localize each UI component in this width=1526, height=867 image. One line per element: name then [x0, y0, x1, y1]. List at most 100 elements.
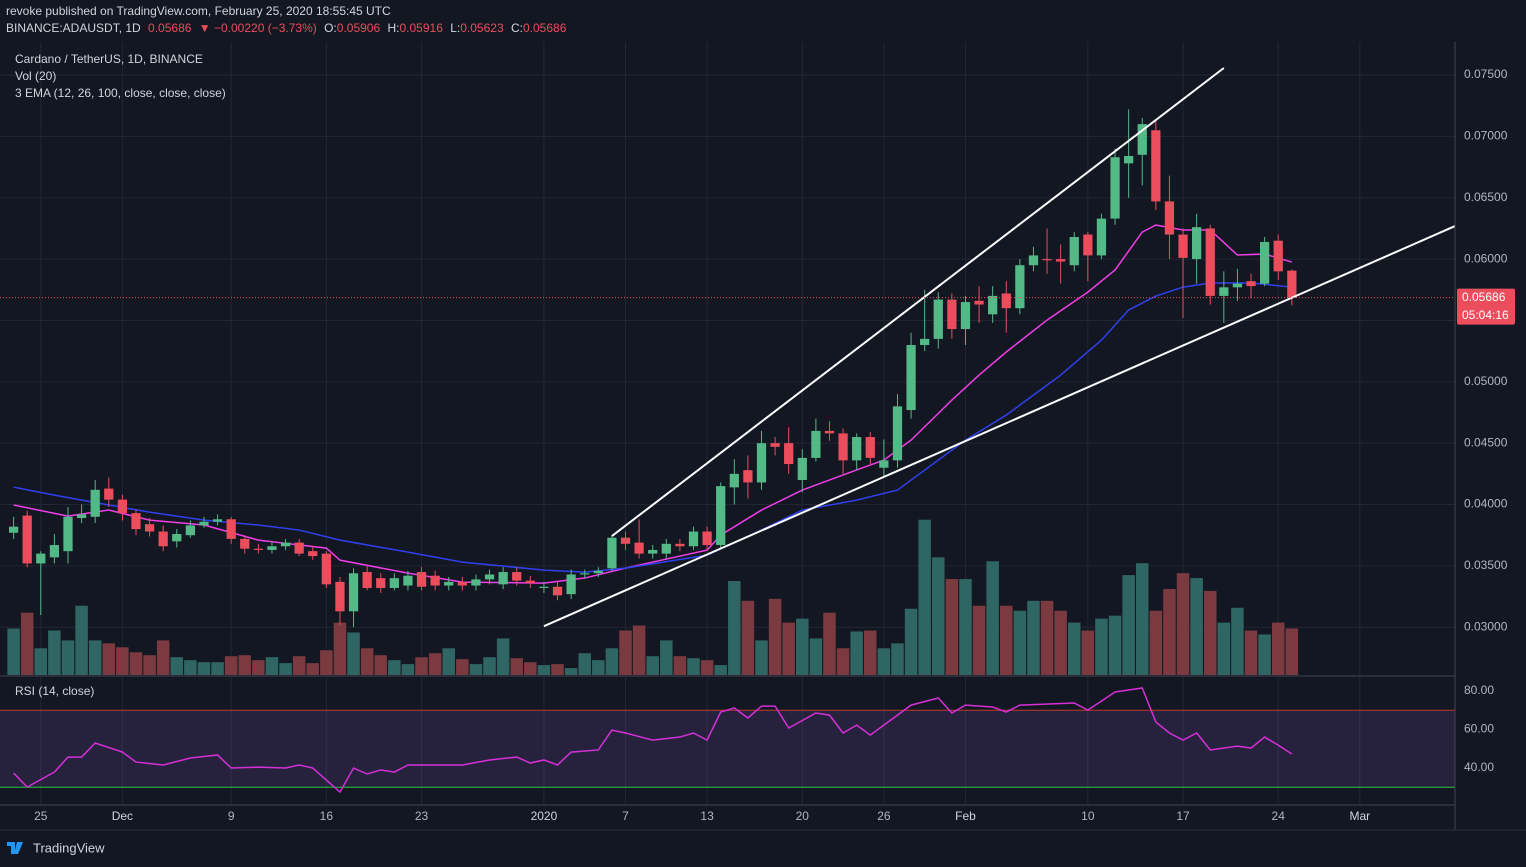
candle-body: [512, 572, 522, 581]
last-price-label: 0.05686: [1462, 290, 1506, 304]
candle-body: [1056, 259, 1066, 262]
candle-body: [348, 573, 359, 612]
candle-body: [1287, 270, 1297, 298]
candle-body: [253, 548, 263, 550]
candle-body: [947, 299, 957, 330]
candle-body: [212, 519, 223, 522]
volume-bar: [306, 663, 320, 675]
candle-body: [1151, 130, 1161, 202]
candle-body: [1083, 234, 1093, 256]
candle-body: [1260, 241, 1270, 284]
volume-bar: [197, 662, 211, 675]
volume-bar: [918, 519, 931, 675]
volume-bar: [796, 618, 809, 675]
candle-body: [76, 514, 87, 519]
candle-body: [1164, 201, 1175, 235]
ohlc-value: 0.05906: [337, 21, 381, 35]
candle-body: [131, 513, 141, 530]
volume-bar: [496, 638, 510, 675]
volume-bar: [619, 630, 632, 675]
x-tick-label: 17: [1176, 809, 1190, 823]
plot: [0, 67, 1456, 794]
x-tick-label: 25: [34, 809, 48, 823]
x-tick-label: 9: [228, 809, 235, 823]
volume-bar: [1285, 628, 1299, 675]
volume-bar: [904, 608, 918, 675]
volume-bar: [551, 664, 564, 675]
candle-body: [852, 437, 862, 461]
volume-bar: [564, 668, 578, 675]
candle-body: [1205, 228, 1215, 296]
candle-body: [593, 570, 603, 574]
candle-body: [865, 437, 875, 458]
volume-bar: [48, 630, 61, 675]
candle-body: [267, 546, 277, 550]
candle-body: [1273, 240, 1283, 272]
volume-bar: [1122, 575, 1135, 675]
volume-bar: [578, 653, 591, 675]
candle-body: [892, 406, 903, 461]
candle-body: [308, 551, 318, 557]
candle-body: [620, 537, 631, 544]
volume-bar: [252, 660, 265, 675]
volume-bar: [1000, 605, 1013, 675]
candle-body: [1124, 156, 1134, 164]
volume-bar: [986, 561, 999, 675]
volume-bar: [632, 625, 646, 675]
volume-bar: [1095, 618, 1108, 675]
publisher: revoke published on TradingView.com, Feb…: [6, 4, 391, 18]
volume-bar: [1190, 578, 1203, 675]
volume-bar: [959, 579, 972, 675]
brand: TradingView: [33, 840, 105, 855]
x-tick-label: 20: [796, 809, 810, 823]
candle-body: [1015, 265, 1025, 309]
chart-title: Cardano / TetherUS, 1D, BINANCE: [15, 52, 203, 66]
volume-bar: [877, 648, 891, 675]
volume-bar: [469, 664, 483, 675]
candle-body: [729, 473, 739, 488]
last-price-box: [1457, 288, 1515, 325]
candle-body: [824, 430, 835, 434]
rsi-tick-label: 60.00: [1464, 722, 1494, 736]
volume-bar: [537, 665, 551, 675]
candle-body: [403, 575, 413, 586]
volume-bar: [1081, 630, 1095, 675]
candle-body: [226, 519, 236, 539]
volume-bar: [265, 657, 279, 675]
candle-body: [661, 543, 671, 554]
candle-body: [321, 553, 331, 585]
candle-body: [743, 470, 753, 483]
volume-bar: [728, 581, 741, 675]
y-tick-label: 0.04500: [1464, 435, 1508, 449]
candle-body: [688, 531, 699, 547]
volume-bar: [170, 657, 184, 675]
volume-bar: [238, 655, 252, 675]
candle-body: [1069, 237, 1079, 266]
logo-icon: [7, 842, 23, 854]
volume-bar: [483, 657, 496, 675]
x-tick-label: 23: [415, 809, 429, 823]
symbol-line: BINANCE:ADAUSDT, 1D 0.05686 ▼ −0.00220 (…: [6, 21, 567, 35]
candle-body: [539, 586, 549, 588]
rsi-line: [13, 687, 1293, 794]
volume-bar: [75, 605, 88, 675]
x-tick-label: Feb: [955, 809, 976, 823]
volume-bar: [646, 656, 659, 675]
candle-body: [36, 553, 46, 564]
candle-body: [607, 537, 617, 569]
volume-bar: [20, 612, 34, 675]
candle-body: [988, 295, 998, 315]
volume-bar: [1244, 630, 1258, 675]
candle-body: [675, 543, 685, 547]
volume-bar: [401, 664, 415, 675]
candle-body: [756, 443, 767, 483]
volume-bar: [1163, 588, 1176, 675]
candle-body: [1246, 281, 1256, 287]
volume-bar: [850, 631, 863, 675]
candle-body: [49, 545, 60, 558]
ohlc-key: C:: [511, 21, 523, 35]
candle-body: [634, 542, 644, 554]
volume-bar: [292, 656, 306, 675]
volume-bar: [1176, 573, 1190, 675]
